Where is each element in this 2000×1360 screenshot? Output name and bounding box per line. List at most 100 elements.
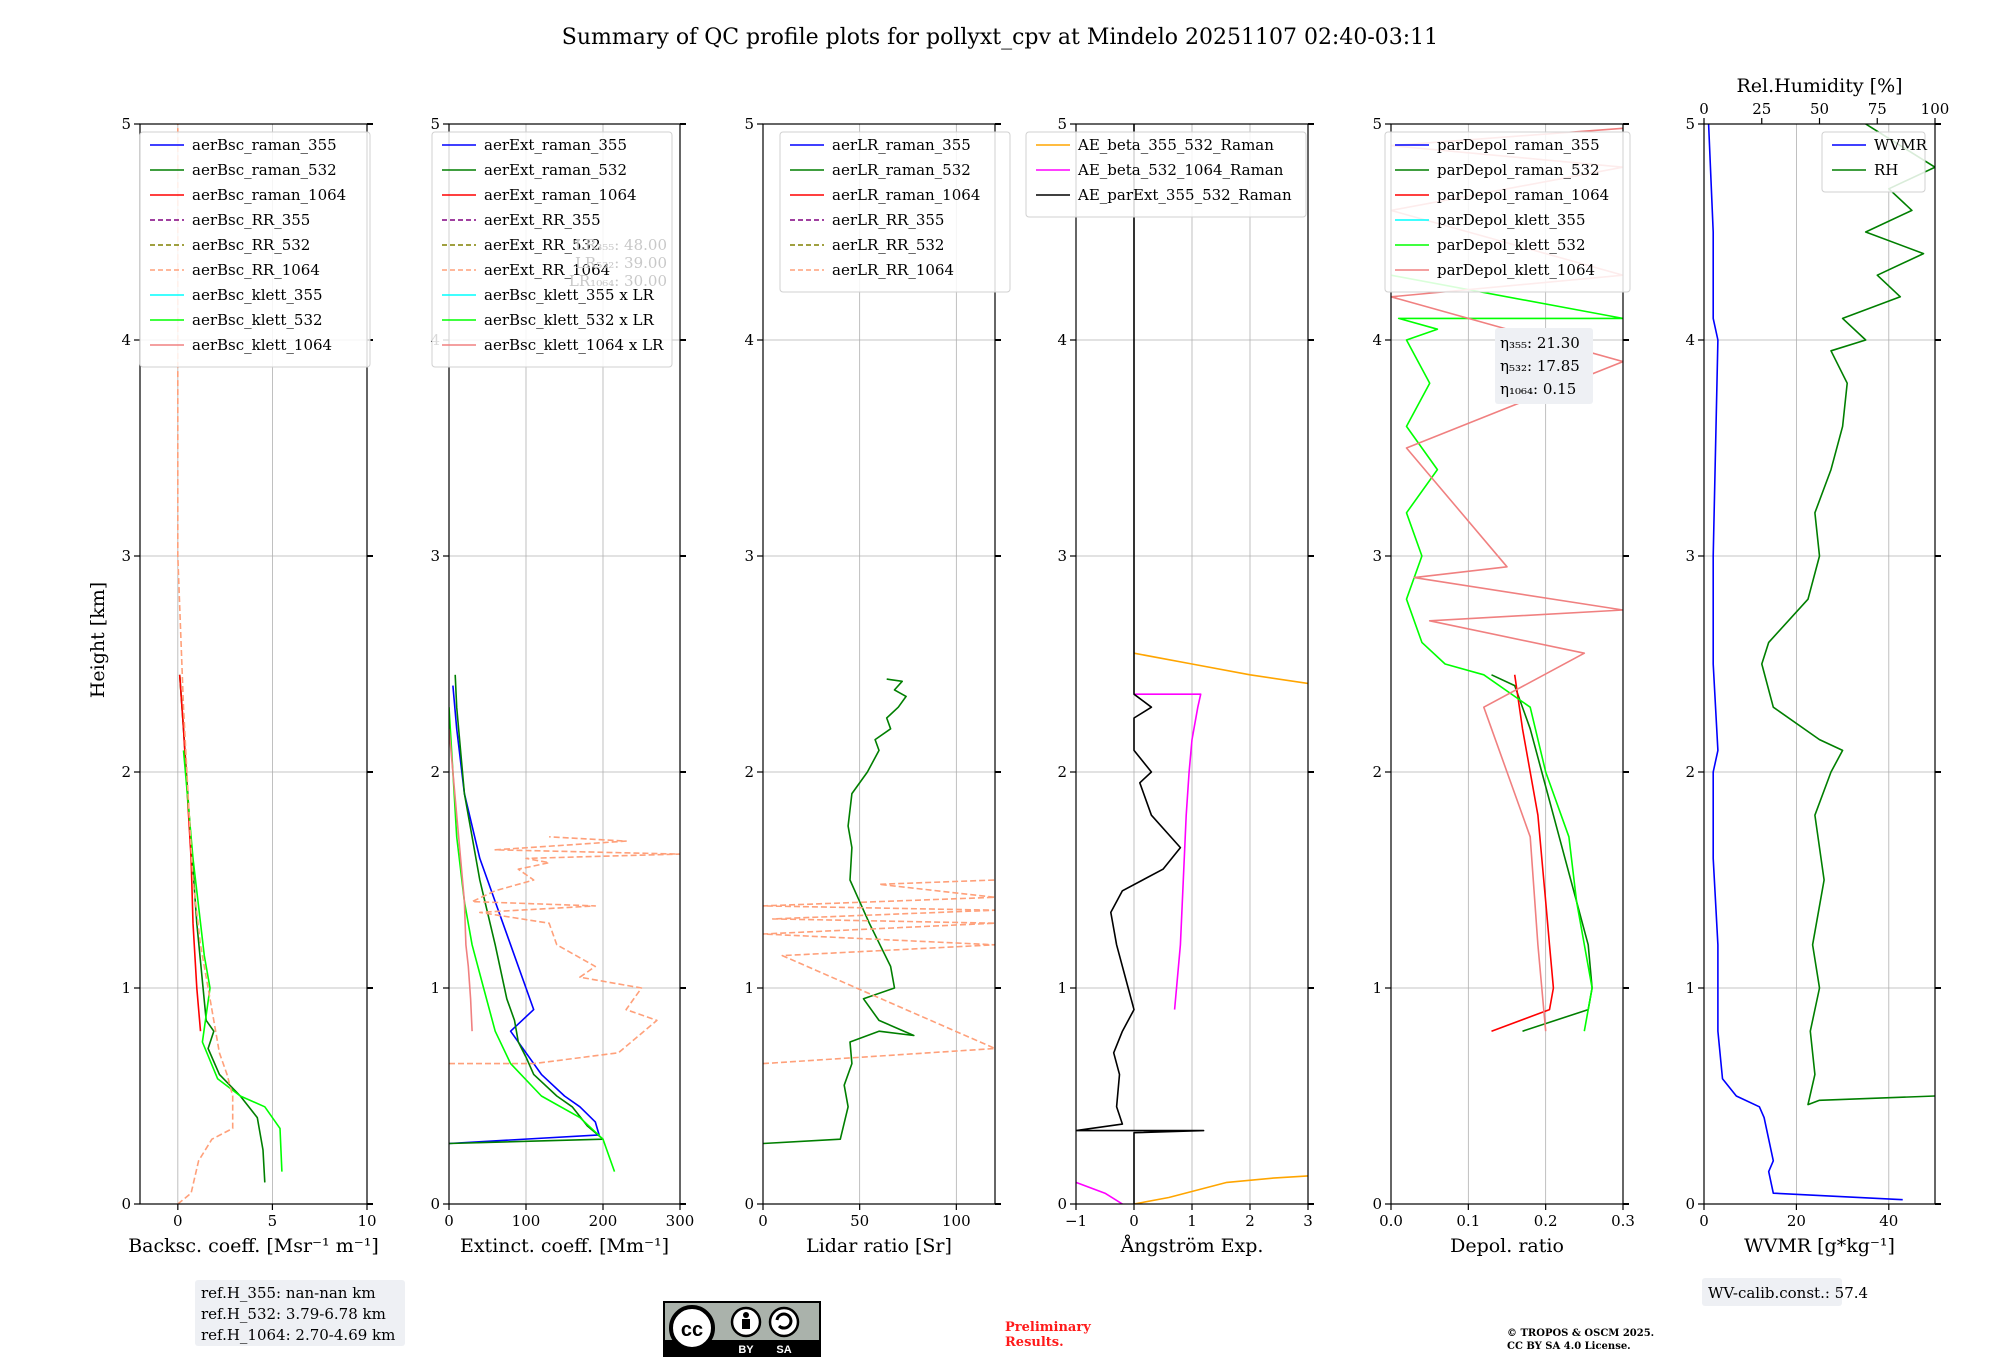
x-axis-label: Ångström Exp. (1120, 1235, 1264, 1257)
x-tick-label: 100 (942, 1212, 971, 1230)
x-tick-label: 0 (1129, 1212, 1139, 1230)
series-ae-beta-355-532-raman-high- (1133, 652, 1308, 685)
reference-height-box-bg (195, 1280, 405, 1346)
x-tick-label: 5 (268, 1212, 278, 1230)
x-tick-label: 200 (589, 1212, 618, 1230)
legend-entry: aerLR_raman_355 (832, 136, 971, 154)
legend-entry: WVMR (1874, 136, 1928, 154)
series-ae-beta-355-532-raman-low- (1133, 1175, 1308, 1204)
y-tick-label: 4 (1685, 331, 1695, 349)
legend-entry: parDepol_klett_355 (1437, 211, 1586, 229)
legend: AE_beta_355_532_Raman AE_beta_532_1064_Ra… (1025, 131, 1307, 218)
x-tick-label: 100 (512, 1212, 541, 1230)
series-ae-parext-355-532-raman (1076, 124, 1205, 1204)
panel-extinction: 0123450100200300Extinct. coeff. [Mm⁻¹]ae… (430, 115, 694, 1257)
top-x-tick-label: 100 (1921, 100, 1950, 118)
eta-label: η₁₀₆₄: 0.15 (1500, 380, 1576, 398)
legend-frame (779, 131, 1011, 293)
cc-icon (669, 1305, 715, 1351)
legend-entry: aerBsc_klett_1064 (192, 336, 332, 354)
series-aerbsc-raman-532 (178, 674, 266, 1183)
legend: aerLR_raman_355 aerLR_raman_532 aerLR_rama… (779, 131, 1011, 293)
y-tick-label: 1 (121, 979, 131, 997)
top-x-tick-label: 25 (1752, 100, 1771, 118)
legend-entry: aerLR_raman_532 (832, 161, 971, 179)
wv-calibration-box-bg (1702, 1278, 1842, 1306)
series-ae-beta-532-1064-raman-low- (1076, 1181, 1123, 1204)
preliminary-line1: Preliminary (1005, 1320, 1091, 1335)
y-tick-label: 2 (121, 763, 131, 781)
axes-frame (139, 123, 368, 1205)
legend-frame (1384, 131, 1631, 293)
y-tick-label: 0 (430, 1195, 440, 1213)
y-tick-label: 0 (1057, 1195, 1067, 1213)
ref-height-532: ref.H_532: 3.79-6.78 km (201, 1305, 386, 1323)
sa-icon (768, 1306, 800, 1338)
legend-entry: aerBsc_raman_532 (192, 161, 337, 179)
series-aerext-raman-355 (449, 685, 600, 1145)
figure-title: Summary of QC profile plots for pollyxt_… (562, 25, 1438, 50)
y-tick-label: 5 (430, 115, 440, 133)
x-tick-label: 0 (173, 1212, 183, 1230)
axes-frame (762, 123, 996, 1205)
y-tick-label: 4 (121, 331, 131, 349)
panel-backscatter: 0 1 2 3 4 5 0 5 10 Backsc. coeff. [Msr⁻¹ m⁻¹] aerB… (121, 115, 378, 1257)
legend-entry: RH (1874, 161, 1898, 179)
legend-entry: parDepol_raman_1064 (1437, 186, 1609, 204)
series-aerbsc-rr-1064 (177, 124, 234, 1204)
y-tick-label: 3 (121, 547, 131, 565)
legend-entry: aerBsc_RR_355 (192, 211, 310, 229)
legend-entry: AE_beta_355_532_Raman (1077, 136, 1274, 154)
series-wvmr (1707, 124, 1903, 1201)
y-tick-label: 1 (1057, 979, 1067, 997)
y-tick-label: 1 (744, 979, 754, 997)
legend-entry: aerExt_RR_355 (484, 211, 601, 229)
legend-entry: aerLR_RR_532 (832, 236, 944, 254)
by-icon-head (743, 1312, 749, 1318)
x-tick-label: 10 (357, 1212, 376, 1230)
y-tick-label: 0 (1372, 1195, 1382, 1213)
x-tick-label: −1 (1065, 1212, 1087, 1230)
series-aerbsc-klett-532-x-lr (449, 707, 616, 1172)
lr-label: LR₅₃₂: 39.00 (575, 254, 667, 272)
y-tick-label: 1 (1685, 979, 1695, 997)
eta-label: η₃₅₅: 21.30 (1500, 334, 1580, 352)
y-tick-label: 2 (1685, 763, 1695, 781)
lr-label: LR₃₅₅: 48.00 (575, 236, 667, 254)
x-tick-label: 0.0 (1379, 1212, 1403, 1230)
x-tick-label: 20 (1787, 1212, 1806, 1230)
y-tick-label: 5 (1372, 115, 1382, 133)
y-tick-label: 5 (744, 115, 754, 133)
cc-by-sa-badge: cc BY SA (663, 1301, 821, 1357)
height-axis-label: Height [km] (87, 582, 109, 698)
legend-entry: AE_beta_532_1064_Raman (1077, 161, 1284, 179)
legend-entry: aerLR_RR_355 (832, 211, 944, 229)
legend-frame (139, 131, 371, 368)
x-axis-label: Extinct. coeff. [Mm⁻¹] (460, 1235, 669, 1257)
x-tick-label: 0.3 (1611, 1212, 1635, 1230)
legend-frame (431, 131, 673, 368)
y-tick-label: 2 (1372, 763, 1382, 781)
legend-entry: aerBsc_klett_1064 x LR (484, 336, 664, 354)
top-x-tick-label: 0 (1699, 100, 1709, 118)
preliminary-line2: Results. (1005, 1335, 1064, 1350)
x-axis-label: Backsc. coeff. [Msr⁻¹ m⁻¹] (128, 1235, 379, 1257)
legend-entry: aerBsc_klett_355 (192, 286, 323, 304)
reference-height-box: ref.H_355: nan-nan km ref.H_532: 3.79-6.… (195, 1280, 405, 1346)
y-tick-label: 0 (744, 1195, 754, 1213)
series-aerlr-raman-532 (763, 678, 915, 1145)
axes-frame (1390, 123, 1624, 1205)
y-tick-label: 2 (1057, 763, 1067, 781)
y-tick-label: 4 (1372, 331, 1382, 349)
legend-entry: aerExt_RR_532 (484, 236, 601, 254)
x-tick-label: 0 (1699, 1212, 1709, 1230)
series-group-lidar_ratio (763, 678, 995, 1145)
eta-label: η₅₃₂: 17.85 (1500, 357, 1580, 375)
x-tick-label: 0 (758, 1212, 768, 1230)
x-axis-label: Lidar ratio [Sr] (806, 1235, 952, 1257)
legend-entry: aerExt_raman_1064 (484, 186, 637, 204)
y-tick-label: 3 (1057, 547, 1067, 565)
